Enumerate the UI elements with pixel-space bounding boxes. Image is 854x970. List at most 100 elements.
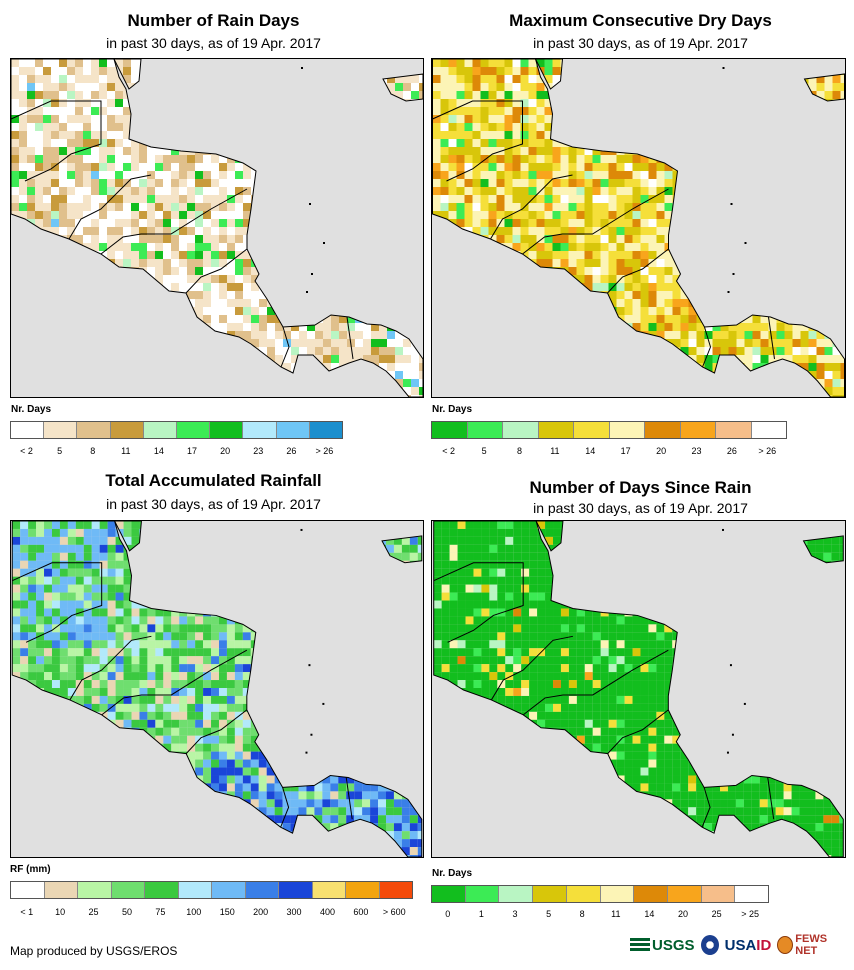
grid-cell [99, 528, 108, 537]
grid-cell [35, 123, 43, 131]
grid-cell [456, 195, 465, 203]
grid-cell [243, 227, 251, 235]
grid-cell [744, 363, 753, 371]
grid-cell [432, 67, 441, 75]
grid-cell [520, 211, 529, 219]
grid-cell [536, 227, 545, 235]
grid-cell [608, 179, 617, 187]
grid-cell [616, 243, 625, 251]
grid-cell [67, 99, 75, 107]
grid-cell [816, 371, 825, 379]
grid-cell [83, 203, 91, 211]
grid-cell [403, 347, 411, 355]
grid-cell [99, 171, 107, 179]
grid-cell [28, 552, 37, 561]
grid-cell [91, 59, 99, 67]
grid-cell [363, 331, 371, 339]
grid-cell [163, 171, 171, 179]
grid-cell [480, 139, 489, 147]
grid-cell [512, 187, 521, 195]
grid-cell [552, 147, 561, 155]
grid-cell [179, 283, 187, 291]
grid-cell [355, 355, 363, 363]
coastline [113, 59, 142, 90]
grid-cell [99, 187, 107, 195]
grid-cell [195, 187, 203, 195]
grid-cell [496, 163, 505, 171]
grid-cell [339, 339, 347, 347]
grid-cell [107, 243, 115, 251]
grid-cell [27, 187, 35, 195]
grid-cell [131, 251, 139, 259]
grid-cell [440, 75, 449, 83]
grid-cell [75, 139, 83, 147]
grid-cell [139, 235, 147, 243]
grid-cell [27, 123, 35, 131]
grid-cell [584, 243, 593, 251]
grid-cell [107, 521, 116, 529]
grid-cell [227, 315, 235, 323]
grid-cell [59, 568, 68, 577]
grid-cell [403, 355, 411, 363]
grid-cell [576, 203, 585, 211]
grid-cell [528, 75, 537, 83]
grid-cell [712, 323, 721, 331]
grid-cell [720, 331, 729, 339]
grid-cell [19, 179, 27, 187]
grid-cell [51, 227, 59, 235]
grid-cell [640, 227, 649, 235]
grid-cell [728, 331, 737, 339]
grid-cell [203, 211, 211, 219]
grid-cell [28, 560, 37, 569]
grid-cell [219, 155, 227, 163]
grid-cell [512, 131, 521, 139]
dry-days-legend-ticks: < 2 5 8 11 14 17 20 23 26 > 26 [431, 446, 785, 458]
grid-cell [123, 219, 131, 227]
grid-cell [520, 163, 529, 171]
grid-cell [608, 171, 617, 179]
grid-cell [20, 568, 29, 577]
grid-cell [808, 75, 817, 83]
grid-cell [456, 99, 465, 107]
grid-cell [640, 259, 649, 267]
country-border [522, 188, 669, 255]
grid-cell [560, 155, 569, 163]
grid-cell [179, 179, 187, 187]
grid-cell [840, 75, 845, 83]
grid-cell [472, 171, 481, 179]
grid-cell [528, 235, 537, 243]
grid-cell [528, 203, 537, 211]
grid-cell [536, 155, 545, 163]
grid-cell [219, 235, 227, 243]
grid-cell [155, 259, 163, 267]
grid-cell [672, 275, 681, 283]
grid-cell [480, 107, 489, 115]
grid-cell [187, 171, 195, 179]
grid-cell [600, 155, 609, 163]
grid-cell [688, 347, 697, 355]
grid-cell [11, 155, 19, 163]
grid-cell [171, 179, 179, 187]
grid-cell [760, 347, 769, 355]
grid-cell [696, 323, 705, 331]
grid-cell [816, 347, 825, 355]
grid-cell [536, 115, 545, 123]
grid-cell [824, 371, 833, 379]
grid-cell [544, 195, 553, 203]
grid-cell [243, 171, 251, 179]
grid-cell [51, 179, 59, 187]
grid-cell [107, 576, 116, 585]
grid-cell [448, 123, 457, 131]
grid-cell [536, 91, 545, 99]
grid-cell [656, 227, 665, 235]
grid-cell [139, 251, 147, 259]
grid-cell [512, 91, 521, 99]
grid-cell [480, 115, 489, 123]
grid-cell [131, 75, 139, 83]
grid-cell [496, 179, 505, 187]
grid-cell [67, 544, 76, 553]
grid-cell [211, 235, 219, 243]
grid-cell [560, 227, 569, 235]
legend-tick-label: 17 [620, 446, 631, 456]
grid-cell [411, 379, 419, 387]
